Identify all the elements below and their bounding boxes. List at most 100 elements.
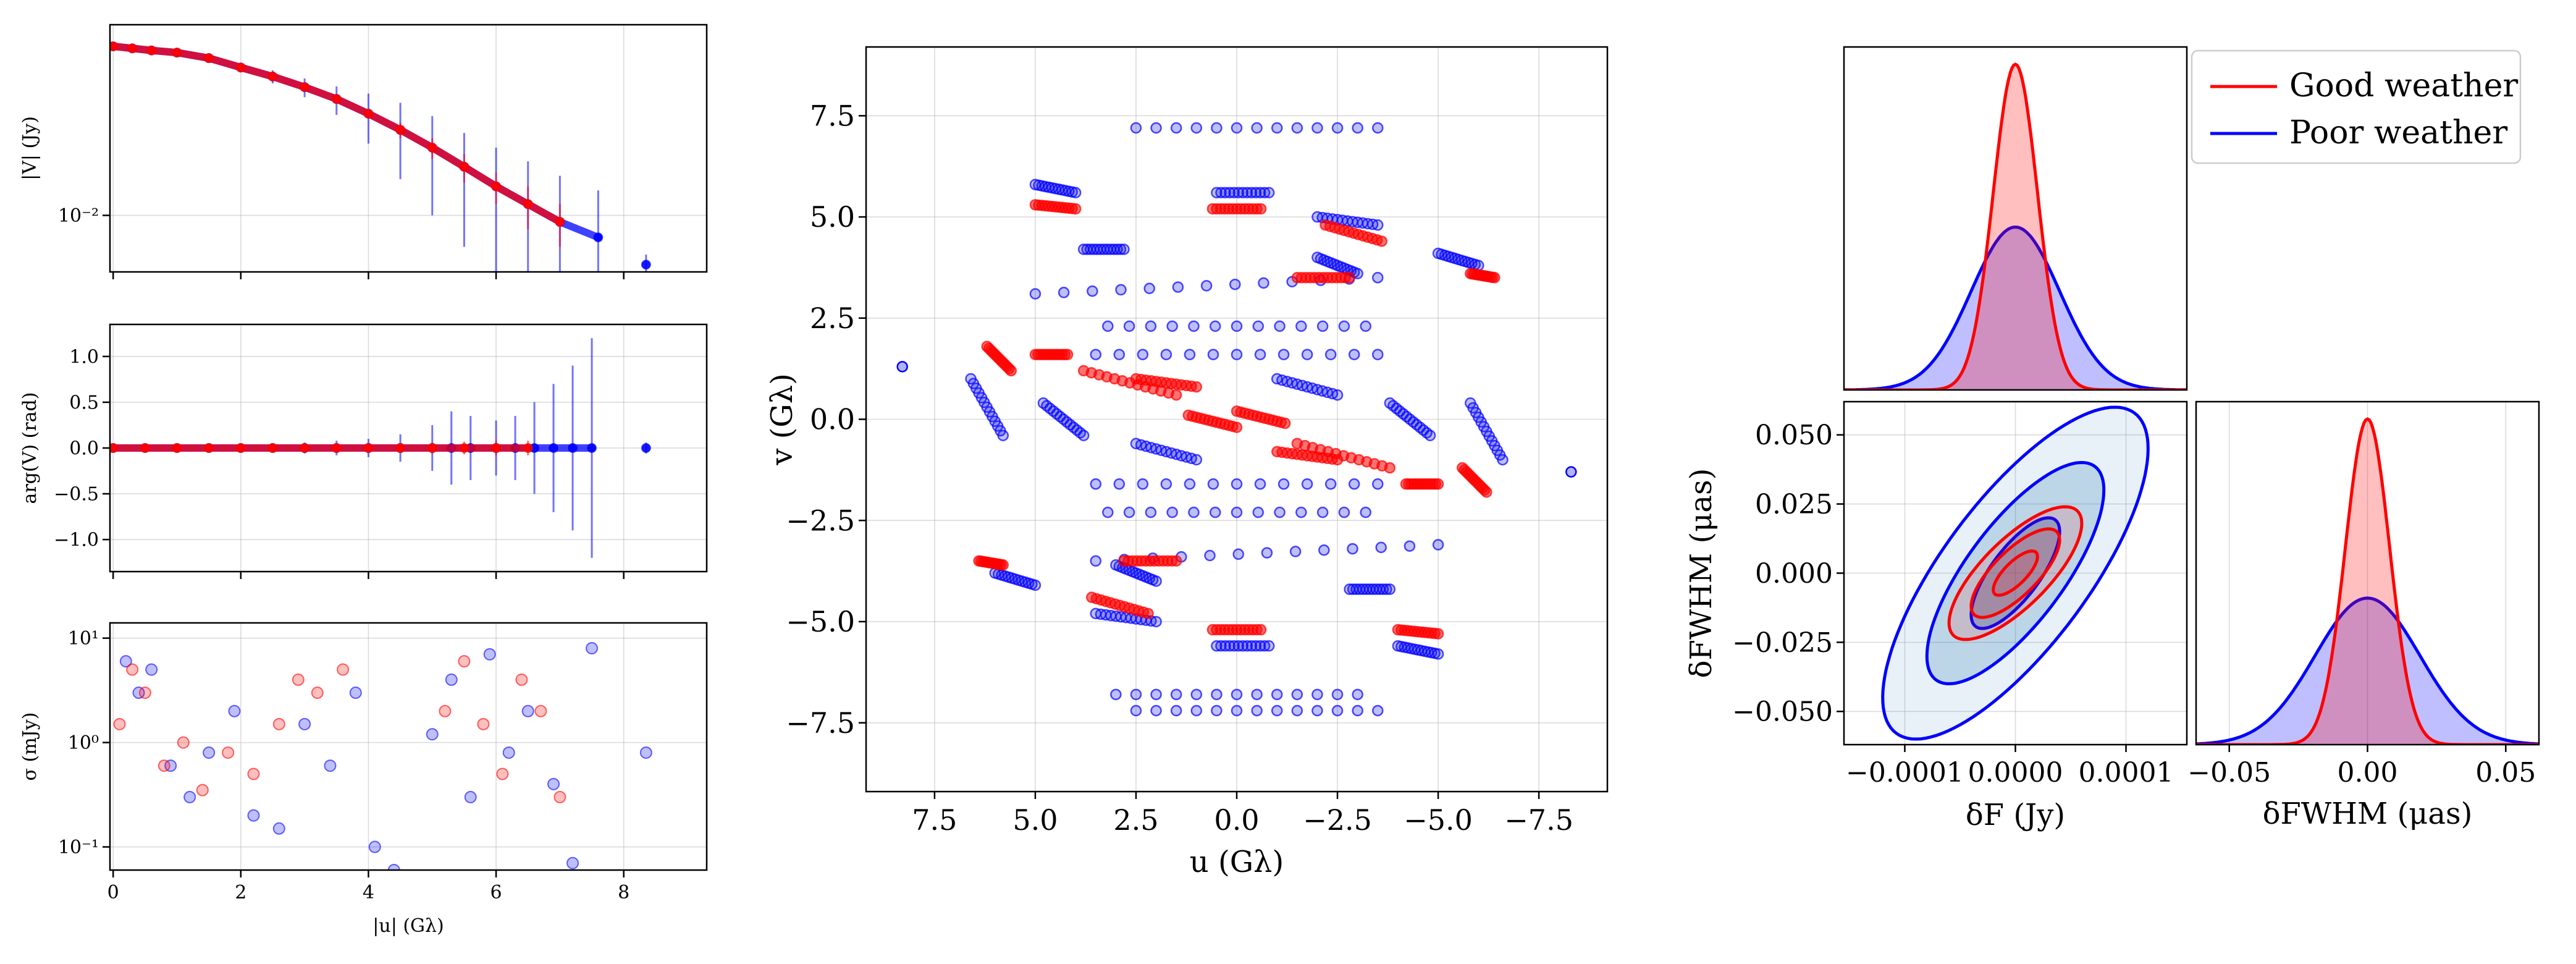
uv-track-40-point-12	[1481, 486, 1492, 498]
uv-track-5-point-3	[1160, 349, 1172, 360]
sigma-xtick-label-2: 4	[363, 882, 374, 903]
uv-track-7-point-7	[1209, 506, 1221, 518]
uv-track-3-point-5	[1172, 281, 1184, 293]
sigma-good-point-14	[477, 717, 490, 730]
uv-track-6-point-12	[1090, 478, 1101, 490]
sigma-poor-point-8	[272, 822, 285, 835]
uv-track-2-point-12	[1352, 688, 1363, 701]
amp-good-point-9	[363, 108, 374, 119]
uv-track-12-point-11	[1381, 583, 1392, 595]
corner-2d-xlabel: δF (Jy)	[1966, 798, 2065, 832]
uv-track-0-point-2	[1170, 122, 1182, 134]
uv-track-4-point-5	[1209, 320, 1221, 332]
corner-2d-xtick-label-2: 0.0001	[2079, 757, 2174, 789]
sigma-good-point-3	[158, 759, 170, 772]
uv-track-35-point-12	[1376, 235, 1388, 247]
uv-track-0-point-3	[1190, 122, 1203, 134]
uv-track-4-point-4	[1188, 320, 1200, 332]
sigma-poor-point-22	[586, 642, 599, 655]
uv-track-6-point-5	[1254, 478, 1266, 490]
corner-top-poor-curve	[1844, 225, 2187, 390]
uv-track-8-point-1	[1404, 540, 1416, 552]
uv-track-14-point-12	[1090, 607, 1101, 620]
amp-good-track	[110, 42, 564, 226]
uv-track-0-point-1	[1150, 122, 1162, 134]
corner-2d-ylabel: δFWHM (μas)	[1684, 468, 1719, 679]
corner-top-plot-area	[1844, 62, 2187, 390]
sigma-xlabel: |u| (Gλ)	[373, 915, 444, 937]
uv-xtick-label-4: −2.5	[1303, 803, 1372, 837]
sigma-poor-point-7	[247, 809, 260, 822]
uv-track-12-point-12	[1384, 583, 1396, 595]
uv-track-46-point-12	[1170, 555, 1182, 567]
uv-track-1-point-2	[1170, 704, 1182, 717]
uv-track-1-point-8	[1291, 704, 1303, 717]
uv-track-19-point-12	[997, 429, 1009, 441]
uv-coverage-panel: 7.5 5.0 2.5 0.0 −2.5 −5.0 −7.5 7.5 5.0 2.5 0.0 −2.5…	[765, 46, 1609, 879]
phase-ylabel: arg(V) (rad)	[19, 392, 41, 504]
uv-ytick-label-1: 5.0	[810, 200, 855, 234]
sigma-xtick-label-3: 6	[490, 882, 502, 903]
sigma-poor-point-12	[368, 840, 381, 853]
sigma-ylabel: σ (mJy)	[19, 712, 41, 781]
uv-track-5-point-5	[1207, 349, 1219, 360]
amp-good-point-7	[300, 82, 310, 92]
phase-ytick-label-0: 1.0	[69, 346, 99, 368]
uv-track-27-point-12	[1190, 381, 1203, 393]
uv-track-6-point-2	[1324, 478, 1337, 490]
uv-xtick-label-2: 2.5	[1113, 803, 1158, 837]
amp-plot-area	[110, 41, 651, 272]
phase-good-point-12	[491, 443, 502, 453]
uv-track-31-point-12	[1061, 349, 1074, 360]
uv-track-2-point-4	[1190, 688, 1203, 701]
sigma-poor-point-19	[521, 704, 534, 717]
uv-track-0-point-11	[1352, 122, 1363, 134]
uv-track-38-point-12	[1489, 272, 1501, 284]
sigma-poor-point-9	[298, 717, 311, 730]
uv-track-4-point-1	[1123, 320, 1135, 332]
legend: Good weather Poor weather	[2191, 49, 2522, 164]
sigma-poor-point-13	[387, 864, 400, 870]
amp-poor-track	[110, 42, 602, 242]
uv-track-39-point-12	[1005, 365, 1017, 377]
uv-track-6-point-3	[1301, 478, 1313, 490]
uv-track-36-point-12	[1142, 607, 1154, 620]
uv-track-8-point-6	[1261, 547, 1273, 559]
corner-right-good-fill	[2196, 419, 2539, 745]
corner-flux-marginal-panel	[1843, 46, 2188, 391]
uv-ytick-label-6: −7.5	[786, 706, 855, 740]
sigma-good-point-10	[311, 687, 324, 700]
uv-track-8-point-12	[1090, 555, 1101, 567]
uv-track-1-point-1	[1150, 704, 1162, 717]
corner-2d-xtick-label-1: 0.0000	[1968, 757, 2063, 789]
uv-track-7-point-4	[1274, 506, 1286, 518]
uv-track-2-point-9	[1291, 688, 1303, 701]
sigma-ytick-label-0: 10¹	[68, 628, 99, 649]
uv-track-5-point-11	[1348, 349, 1360, 360]
uv-track-0-point-4	[1211, 122, 1223, 134]
sigma-poor-point-4	[183, 790, 196, 803]
uv-track-2-point-11	[1331, 688, 1344, 701]
uv-track-1-point-9	[1311, 704, 1323, 717]
phase-good-point-8	[363, 443, 374, 453]
legend-good-label: Good weather	[2289, 67, 2518, 104]
corner-2d-good-contour-2	[1969, 527, 2061, 619]
phase-good-point-5	[267, 443, 278, 453]
uv-track-3-point-8	[1258, 277, 1269, 289]
amp-good-point-12	[459, 161, 469, 172]
uv-track-0-point-7	[1271, 122, 1283, 134]
uv-track-2-point-10	[1311, 688, 1323, 701]
sigma-poor-point-2	[145, 663, 158, 676]
sigma-ytick-label-2: 10⁻¹	[58, 837, 99, 858]
corner-2d-ytick-label-1: 0.025	[1755, 489, 1833, 520]
uv-track-8-point-7	[1232, 548, 1244, 560]
uv-xtick-label-1: 5.0	[1012, 803, 1058, 837]
corner-right-xtick-label-0: −0.05	[2187, 757, 2271, 789]
uv-track-2-point-0	[1110, 688, 1122, 701]
uv-track-7-point-1	[1338, 506, 1350, 518]
amp-good-point-2	[146, 45, 157, 56]
uv-track-6-point-10	[1137, 478, 1149, 490]
uv-track-11-point-12	[1118, 243, 1130, 255]
uv-xtick-label-6: −7.5	[1504, 803, 1573, 837]
